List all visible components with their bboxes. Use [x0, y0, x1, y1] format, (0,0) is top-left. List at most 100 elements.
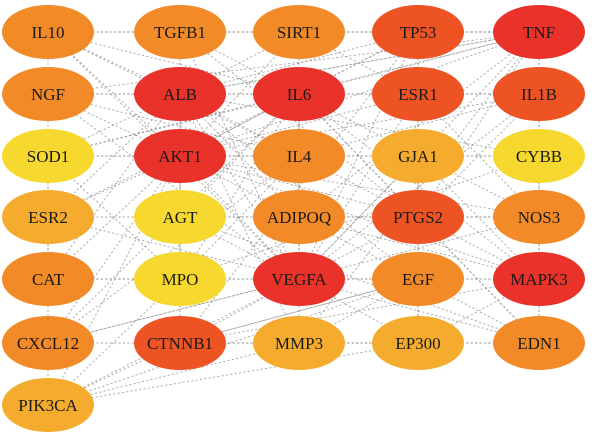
node-pik3ca[interactable]: PIK3CA — [2, 378, 94, 432]
node-tgfb1[interactable]: TGFB1 — [134, 5, 226, 59]
node-label: ESR1 — [398, 85, 438, 104]
node-mpo[interactable]: MPO — [134, 252, 226, 306]
node-ellipse — [253, 67, 345, 121]
node-agt[interactable]: AGT — [134, 190, 226, 244]
node-label: ALB — [163, 85, 197, 104]
edge-ngf-vegfa — [47, 93, 300, 280]
node-ellipse — [2, 67, 94, 121]
node-label: TP53 — [400, 23, 437, 42]
node-esr2[interactable]: ESR2 — [2, 190, 94, 244]
edge-sod1-tnf — [47, 31, 540, 157]
node-il4[interactable]: IL4 — [253, 129, 345, 183]
node-il10[interactable]: IL10 — [2, 5, 94, 59]
edge-tnf-akt1 — [179, 31, 540, 157]
node-ellipse — [2, 190, 94, 244]
node-ellipse — [134, 5, 226, 59]
edge-mapk3-ctnnb1 — [179, 278, 540, 344]
node-vegfa[interactable]: VEGFA — [253, 252, 345, 306]
node-tnf[interactable]: TNF — [493, 5, 585, 59]
node-ptgs2[interactable]: PTGS2 — [372, 190, 464, 244]
nodes-layer: IL10 TGFB1 SIRT1 TP53 TNF NGF ALB IL6 ESR1 IL1B SO… — [2, 5, 585, 432]
node-label: CYBB — [516, 147, 562, 166]
edge-il10-il6 — [47, 31, 300, 95]
node-sirt1[interactable]: SIRT1 — [253, 5, 345, 59]
node-label: SOD1 — [27, 147, 70, 166]
node-ellipse — [493, 67, 585, 121]
edge-nos3-il6 — [298, 93, 540, 218]
node-ellipse — [253, 316, 345, 370]
node-tp53[interactable]: TP53 — [372, 5, 464, 59]
node-label: AKT1 — [158, 147, 201, 166]
edge-tnf-ptgs2 — [417, 31, 540, 218]
node-gja1[interactable]: GJA1 — [372, 129, 464, 183]
node-ellipse — [2, 316, 94, 370]
node-ellipse — [134, 252, 226, 306]
node-il1b[interactable]: IL1B — [493, 67, 585, 121]
node-cat[interactable]: CAT — [2, 252, 94, 306]
node-label: IL10 — [31, 23, 64, 42]
node-nos3[interactable]: NOS3 — [493, 190, 585, 244]
node-label: PIK3CA — [18, 396, 78, 415]
edge-cat-alb — [47, 93, 181, 280]
node-label: SIRT1 — [277, 23, 321, 42]
node-label: CXCL12 — [17, 334, 79, 353]
node-ellipse — [372, 129, 464, 183]
node-label: VEGFA — [271, 270, 327, 289]
node-label: EDN1 — [517, 334, 560, 353]
edge-cxcl12-akt1 — [47, 155, 181, 344]
node-adipoq[interactable]: ADIPOQ — [253, 190, 345, 244]
node-label: ADIPOQ — [267, 208, 331, 227]
node-egf[interactable]: EGF — [372, 252, 464, 306]
edge-pik3ca-mmp3 — [47, 342, 300, 406]
edge-alb-vegfa — [179, 93, 300, 280]
node-label: IL6 — [287, 85, 312, 104]
node-label: ESR2 — [28, 208, 68, 227]
edge-adipoq-tnf — [298, 31, 540, 218]
node-esr1[interactable]: ESR1 — [372, 67, 464, 121]
node-ellipse — [253, 252, 345, 306]
node-ellipse — [493, 129, 585, 183]
edge-esr2-vegfa — [47, 216, 300, 280]
node-il6[interactable]: IL6 — [253, 67, 345, 121]
edge-pik3ca-vegfa — [47, 278, 300, 406]
node-label: EGF — [402, 270, 434, 289]
node-cybb[interactable]: CYBB — [493, 129, 585, 183]
node-cxcl12[interactable]: CXCL12 — [2, 316, 94, 370]
node-ellipse — [372, 252, 464, 306]
edge-akt1-nos3 — [179, 155, 540, 218]
node-ngf[interactable]: NGF — [2, 67, 94, 121]
node-label: NOS3 — [518, 208, 561, 227]
node-label: TGFB1 — [154, 23, 206, 42]
node-edn1[interactable]: EDN1 — [493, 316, 585, 370]
node-akt1[interactable]: AKT1 — [134, 129, 226, 183]
edge-esr1-vegfa — [298, 93, 419, 280]
edge-alb-tnf — [179, 31, 540, 95]
node-label: AGT — [163, 208, 199, 227]
node-alb[interactable]: ALB — [134, 67, 226, 121]
node-sod1[interactable]: SOD1 — [2, 129, 94, 183]
node-label: CTNNB1 — [147, 334, 213, 353]
node-label: CAT — [32, 270, 65, 289]
node-ellipse — [134, 129, 226, 183]
node-ellipse — [372, 67, 464, 121]
node-ellipse — [134, 316, 226, 370]
node-label: NGF — [31, 85, 65, 104]
node-ellipse — [2, 129, 94, 183]
edge-ngf-tnf — [47, 31, 540, 95]
node-ellipse — [493, 316, 585, 370]
node-ellipse — [493, 5, 585, 59]
node-ellipse — [253, 5, 345, 59]
node-ellipse — [372, 5, 464, 59]
edge-sod1-il6 — [47, 93, 300, 157]
node-label: EP300 — [395, 334, 440, 353]
node-ellipse — [493, 190, 585, 244]
node-mmp3[interactable]: MMP3 — [253, 316, 345, 370]
node-ellipse — [2, 252, 94, 306]
node-ellipse — [134, 67, 226, 121]
node-mapk3[interactable]: MAPK3 — [493, 252, 585, 306]
node-ep300[interactable]: EP300 — [372, 316, 464, 370]
node-ellipse — [253, 129, 345, 183]
node-label: PTGS2 — [393, 208, 443, 227]
node-ctnnb1[interactable]: CTNNB1 — [134, 316, 226, 370]
